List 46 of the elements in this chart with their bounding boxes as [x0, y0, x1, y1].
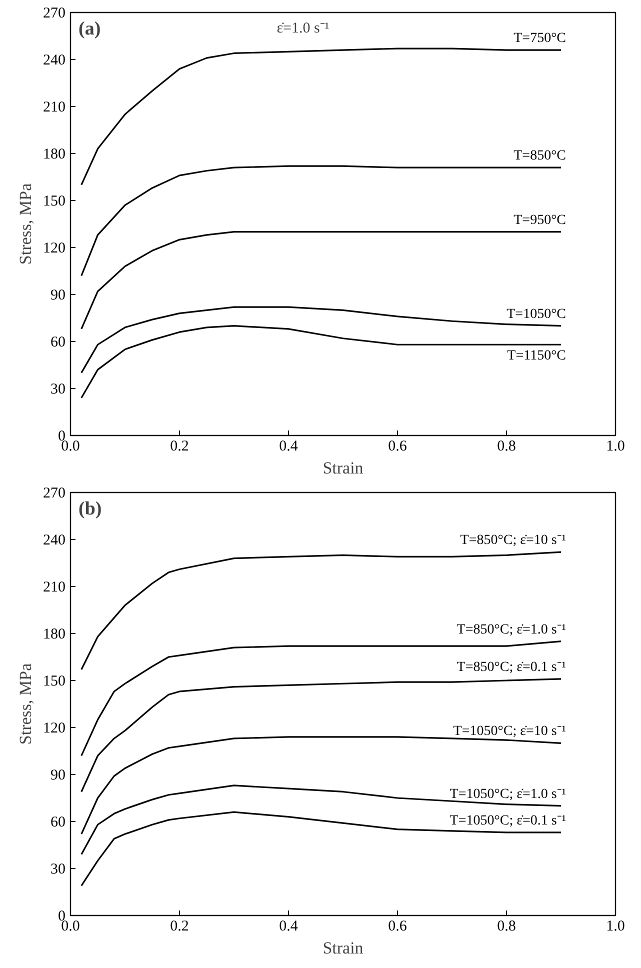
y-tick-label: 240 [43, 532, 66, 548]
y-tick-label: 30 [50, 382, 66, 398]
x-tick-label: 0.4 [279, 438, 298, 454]
y-axis-title: Stress, MPa [16, 182, 35, 265]
y-tick-label: 240 [43, 52, 66, 68]
y-tick-label: 90 [50, 288, 66, 304]
y-tick-label: 120 [43, 720, 66, 736]
series-label: T=1150°C [507, 348, 566, 364]
x-tick-label: 0.8 [497, 438, 516, 454]
y-tick-label: 150 [43, 674, 66, 690]
y-tick-label: 60 [50, 814, 66, 830]
series-label: T=950°C [514, 212, 566, 228]
y-tick-label: 270 [43, 486, 66, 502]
y-tick-label: 30 [50, 862, 66, 878]
series-label: T=1050°C; ε̇=0.1 s⁻¹ [450, 813, 566, 828]
y-tick-label: 270 [43, 6, 66, 22]
annotation: ε̇=1.0 s⁻¹ [276, 20, 330, 36]
annotation: (a) [78, 18, 101, 40]
x-axis-title: Strain [322, 938, 364, 958]
x-tick-label: 0.4 [279, 918, 298, 934]
x-tick-label: 0.6 [388, 438, 408, 454]
series-label: T=850°C; ε̇=0.1 s⁻¹ [456, 660, 566, 675]
y-tick-label: 180 [43, 626, 66, 642]
y-tick-label: 150 [43, 194, 66, 210]
series-label: T=750°C [514, 31, 566, 46]
series-label: T=850°C [514, 148, 566, 164]
y-tick-label: 60 [50, 334, 66, 350]
series-label: T=850°C; ε̇=1.0 s⁻¹ [456, 622, 566, 638]
annotation: (b) [78, 498, 102, 520]
x-tick-label: 0.2 [170, 918, 189, 934]
y-tick-label: 90 [50, 768, 66, 784]
y-tick-label: 180 [43, 146, 66, 162]
series-label: T=1050°C; ε̇=1.0 s⁻¹ [450, 786, 566, 802]
series-label: T=1050°C; ε̇=10 s⁻¹ [453, 724, 566, 740]
x-tick-label: 1.0 [606, 438, 625, 454]
y-tick-label: 210 [43, 100, 66, 116]
y-axis-title: Stress, MPa [16, 662, 35, 745]
series-label: T=1050°C [506, 306, 566, 322]
y-tick-label: 120 [43, 240, 66, 256]
x-tick-label: 0.6 [388, 918, 408, 934]
series-label: T=850°C; ε̇=10 s⁻¹ [460, 533, 566, 548]
x-tick-label: 0.2 [170, 438, 189, 454]
x-axis-title: Strain [322, 458, 364, 478]
y-tick-label: 210 [43, 580, 66, 596]
x-tick-label: 0.8 [497, 918, 516, 934]
x-tick-label: 1.0 [606, 918, 625, 934]
